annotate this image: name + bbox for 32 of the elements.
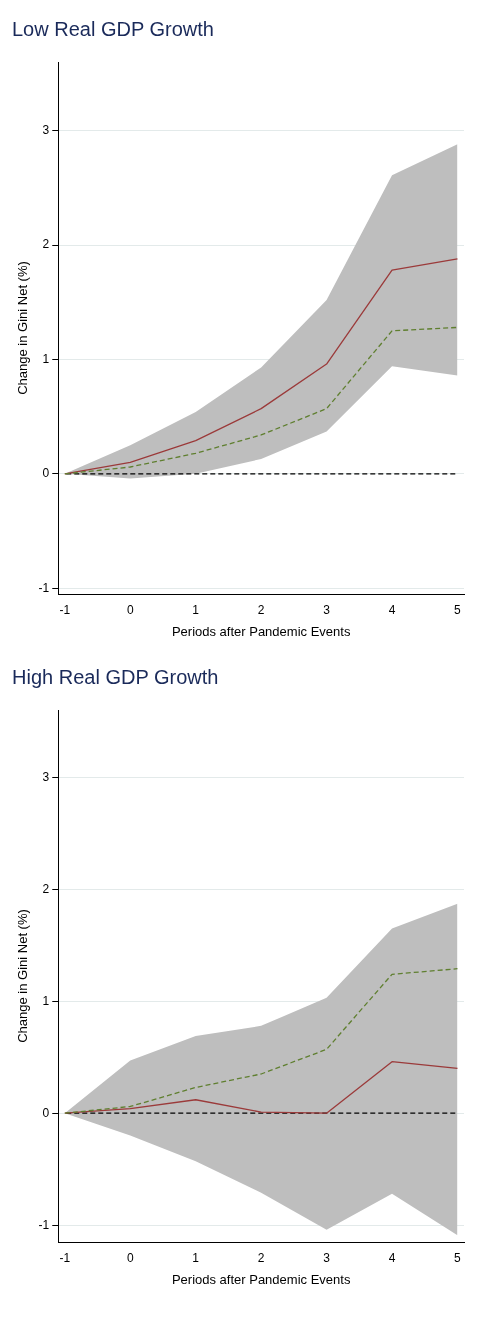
x-tick-label: 0 xyxy=(126,602,134,617)
y-tick-label: 3 xyxy=(42,122,50,137)
x-tick-label: 3 xyxy=(323,1250,331,1265)
y-tick-label: 0 xyxy=(42,1105,50,1120)
y-tick-label: 0 xyxy=(42,466,50,481)
chart-title: Low Real GDP Growth xyxy=(12,17,214,40)
x-tick-label: 5 xyxy=(454,602,462,617)
x-tick-label: 4 xyxy=(388,1250,396,1265)
y-axis-title: Change in Gini Net (%) xyxy=(15,261,31,395)
x-tick-label: 1 xyxy=(192,1250,200,1265)
y-tick-label: -1 xyxy=(38,1217,50,1232)
x-tick-label: -1 xyxy=(59,1250,71,1265)
chart-title: High Real GDP Growth xyxy=(12,665,219,688)
x-axis-title: Periods after Pandemic Events xyxy=(171,1271,351,1287)
x-tick-label: 1 xyxy=(192,602,200,617)
y-tick-label: 3 xyxy=(42,769,50,784)
line-series xyxy=(64,968,459,1114)
x-tick-label: 2 xyxy=(257,1250,265,1265)
x-tick-label: 0 xyxy=(126,1250,134,1265)
x-axis-title: Periods after Pandemic Events xyxy=(171,623,351,639)
y-axis-title: Change in Gini Net (%) xyxy=(15,909,31,1043)
x-tick-label: 4 xyxy=(388,602,396,617)
x-tick-label: 3 xyxy=(323,602,331,617)
y-tick-label: -1 xyxy=(38,580,50,595)
y-tick-label: 1 xyxy=(42,351,50,366)
line-series xyxy=(64,326,459,475)
y-tick-label: 2 xyxy=(42,881,50,896)
x-tick-label: -1 xyxy=(59,602,71,617)
y-tick-label: 2 xyxy=(42,237,50,252)
x-tick-label: 2 xyxy=(257,602,265,617)
y-tick-label: 1 xyxy=(42,993,50,1008)
x-tick-label: 5 xyxy=(454,1250,462,1265)
